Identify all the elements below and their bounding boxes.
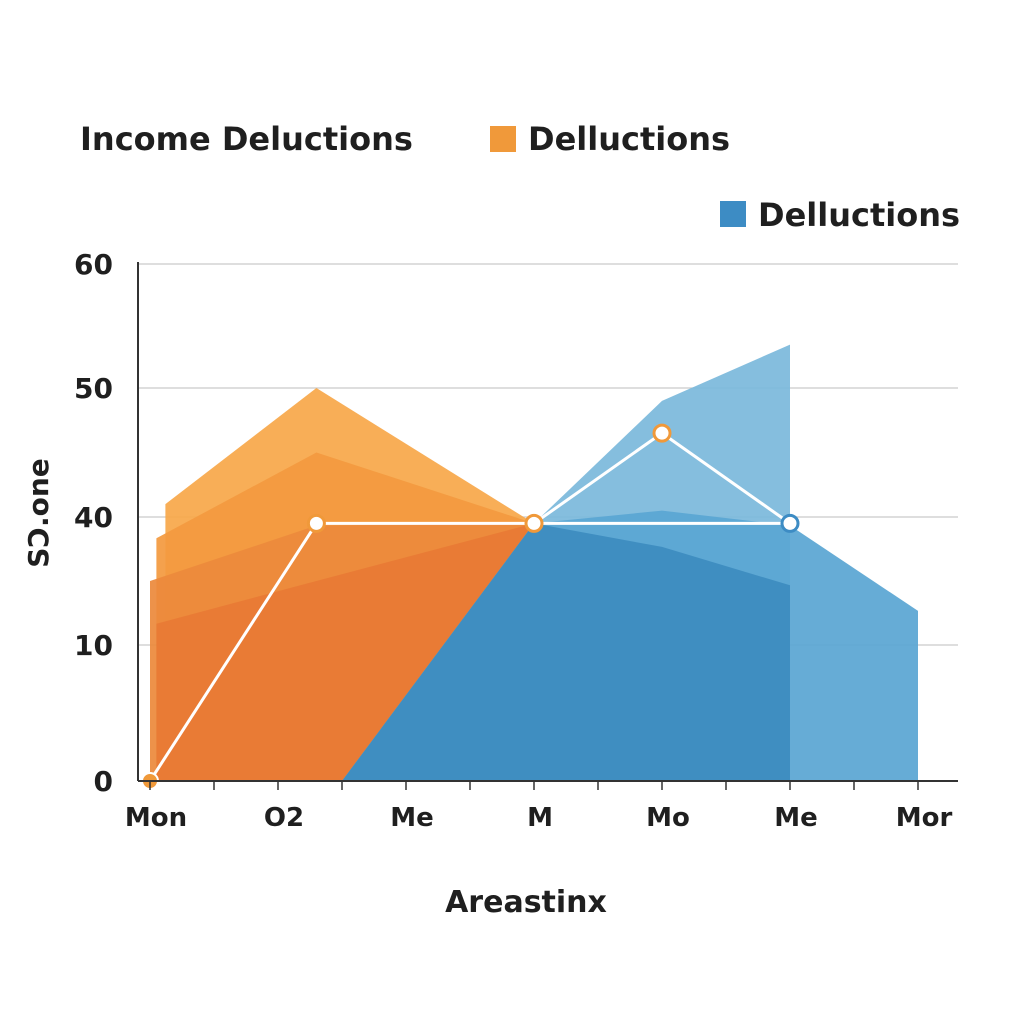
y-tick-label: 40 [74,501,113,534]
line-series [141,423,800,790]
y-tick-label: 60 [74,248,113,281]
y-tick-label: 50 [74,372,113,405]
tick-labels: 0 10 40 50 60 Mon O2 Me M Mo Me Mor [74,248,952,833]
axes [137,262,958,790]
x-tick-label: Me [774,803,818,833]
x-tick-label: Mon [125,803,187,833]
data-point-marker [306,513,326,533]
legend-label-blue: Delluctions [758,196,960,234]
x-tick-label: Mor [896,803,953,833]
x-tick-label: Mo [646,803,690,833]
data-point-marker [524,513,544,533]
y-tick-label: 10 [74,629,113,662]
line-series-main [148,521,790,782]
x-tick-label: Me [390,803,434,833]
legend-swatch-orange [490,126,516,152]
x-tick-label: O2 [264,803,304,833]
chart-title: Income Deluctions [80,120,413,158]
legend-label-orange: Delluctions [528,120,730,158]
y-axis-label: SↃ.one [22,458,55,568]
x-axis-label: Areastinx [445,885,607,920]
legend-swatch-blue [720,201,746,227]
data-point-marker [652,423,672,443]
x-tick-label: M [527,803,553,833]
legend: Delluctions Delluctions [490,120,960,234]
area-series-7 [342,523,790,781]
data-point-marker [780,513,800,533]
area-layers [150,344,918,781]
y-tick-label: 0 [94,765,113,798]
